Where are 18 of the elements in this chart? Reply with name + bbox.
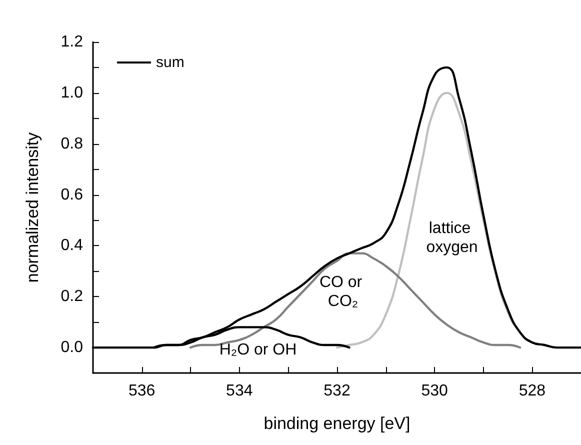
x-axis-title: binding energy [eV]: [264, 414, 410, 433]
y-axis-title: normalized intensity: [23, 132, 42, 283]
x-tick-label: 532: [324, 382, 350, 400]
x-tick-label: 536: [128, 382, 156, 400]
annotation: H₂O or OH: [219, 342, 297, 358]
y-tick-label: 0.2: [60, 288, 84, 306]
x-tick-label: 528: [518, 382, 546, 400]
y-tick-label: 0.0: [60, 339, 84, 356]
y-tick-label: 0.8: [60, 135, 84, 152]
x-tick-label: 530: [421, 382, 448, 400]
y-tick-label: 1.0: [60, 84, 84, 102]
annotation: CO or CO₂: [319, 274, 367, 310]
annotation: lattice oxygen: [426, 220, 478, 256]
y-tick-label: 0.4: [60, 237, 84, 254]
x-tick-label: 534: [226, 382, 253, 400]
y-tick-label: 1.2: [60, 34, 84, 50]
y-tick-label: 0.6: [60, 186, 84, 204]
legend-label: sum: [156, 54, 184, 71]
